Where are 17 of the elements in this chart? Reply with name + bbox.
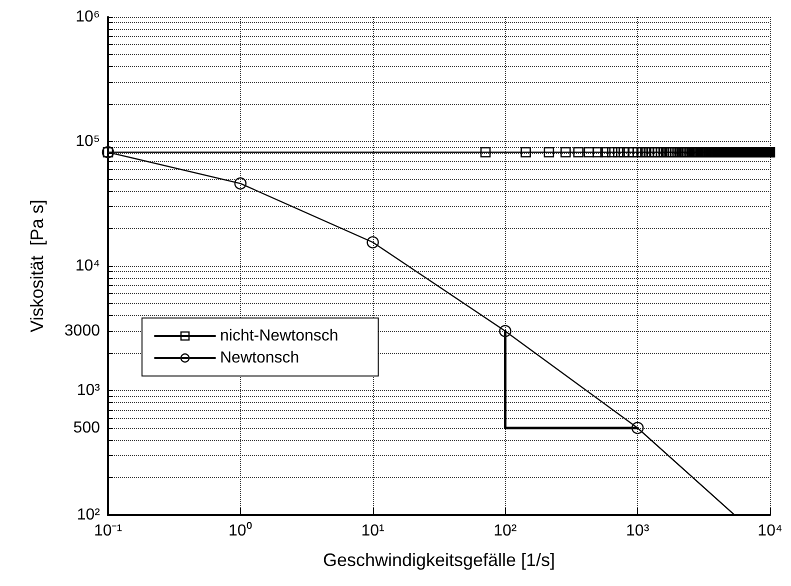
y-tick-label: 10² (76, 506, 101, 524)
y-tick-label: 10⁵ (76, 133, 100, 150)
x-tick-label: 10⁻¹ (94, 522, 122, 540)
y-tick-label: 10⁴ (75, 258, 100, 274)
y-tick-label: 10⁶ (76, 8, 100, 26)
y-tick-label: 500 (73, 419, 100, 436)
legend-label: nicht-Newtonsch (220, 328, 338, 344)
y-tick-label: 3000 (64, 322, 100, 340)
x-tick-label: 10⁴ (758, 522, 782, 540)
y-tick-label: 10³ (76, 382, 101, 399)
x-tick-label: 10² (494, 522, 518, 540)
x-tick-label: 10⁰ (228, 522, 252, 540)
x-tick-label: 10¹ (361, 522, 384, 540)
y-axis-title: Viskosität [Pa s] (27, 200, 47, 332)
legend-label: Newtonsch (220, 350, 300, 366)
x-tick-label: 10³ (626, 522, 650, 540)
x-axis-title: Geschwindigkeitsgefälle [1/s] (322, 550, 556, 570)
